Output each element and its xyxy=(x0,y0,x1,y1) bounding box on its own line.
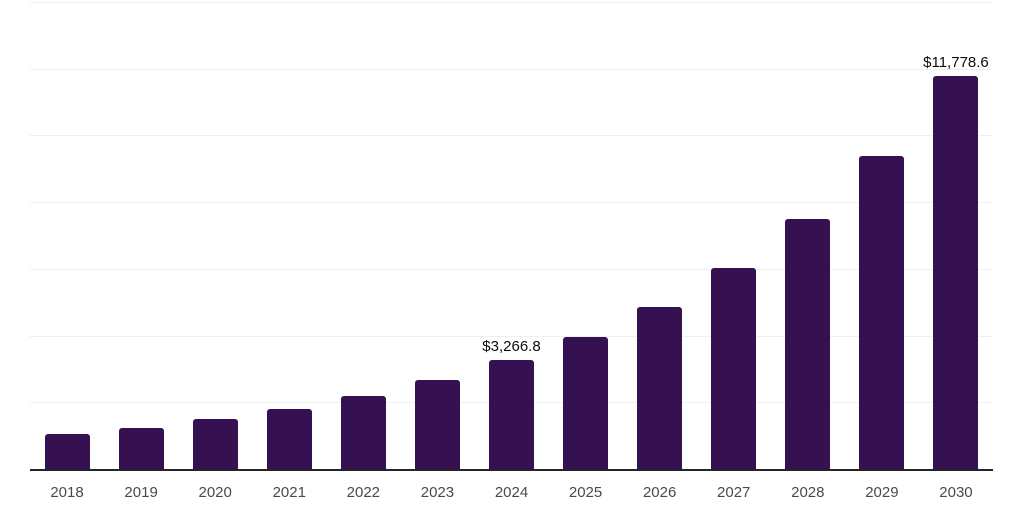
bar-2029[interactable] xyxy=(859,156,905,469)
x-tick-label-2024: 2024 xyxy=(494,484,529,501)
gridline xyxy=(30,268,993,270)
bar-2026[interactable] xyxy=(637,306,683,469)
x-tick-label-2019: 2019 xyxy=(124,484,158,501)
bar-2022[interactable] xyxy=(340,395,386,469)
data-label-2030: $11,778.6 xyxy=(923,54,989,72)
bar-2025[interactable] xyxy=(563,336,609,469)
gridline xyxy=(30,335,993,337)
bar-2030[interactable] xyxy=(933,76,979,469)
x-tick-label-2021: 2021 xyxy=(272,484,306,501)
x-axis-labels: 2018 2019 2020 2021 2022 2023 2024 2025 2026 2027… xyxy=(30,484,993,506)
data-label-2024: $3,266.8 xyxy=(482,338,541,356)
gridline xyxy=(30,202,993,204)
gridline xyxy=(30,68,993,70)
gridline xyxy=(30,2,993,3)
x-tick-label-2030: 2030 xyxy=(939,484,973,501)
bar-2023[interactable] xyxy=(414,379,460,469)
x-tick-label-2027: 2027 xyxy=(717,484,751,501)
bar-2024[interactable] xyxy=(489,360,534,469)
x-tick-label-2029: 2029 xyxy=(865,484,899,501)
plot-area: $3,266.8 $11,778.6 xyxy=(30,2,993,471)
x-tick-label-2028: 2028 xyxy=(791,484,825,501)
x-tick-label-2023: 2023 xyxy=(420,484,455,501)
bar-2027[interactable] xyxy=(711,268,757,469)
x-tick-label-2025: 2025 xyxy=(568,484,603,501)
bar-2018[interactable] xyxy=(44,433,90,469)
bar-2020[interactable] xyxy=(192,418,238,469)
bar-2028[interactable] xyxy=(785,219,831,469)
bar-2021[interactable] xyxy=(266,408,312,469)
x-tick-label-2026: 2026 xyxy=(642,484,677,501)
bar-2019[interactable] xyxy=(118,427,164,469)
x-tick-label-2018: 2018 xyxy=(50,484,84,501)
x-tick-label-2020: 2020 xyxy=(198,484,232,501)
gridline xyxy=(30,135,993,137)
x-tick-label-2022: 2022 xyxy=(346,484,381,501)
